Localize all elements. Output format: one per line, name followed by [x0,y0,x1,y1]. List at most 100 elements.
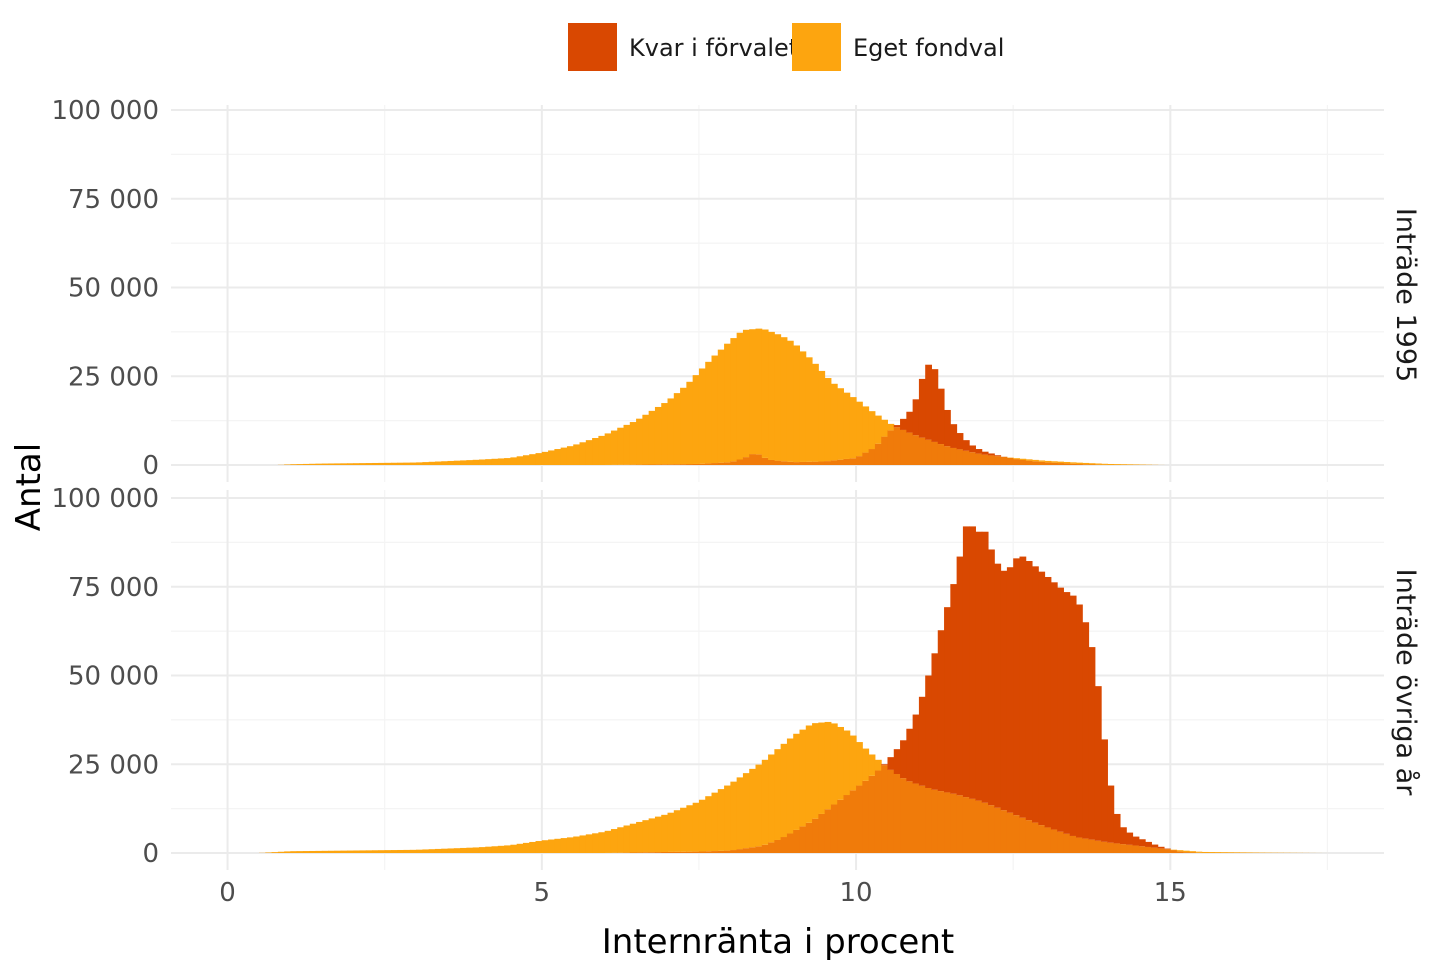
bar-eget-fondval [1057,461,1064,464]
bar-overlap [874,770,882,853]
bar-eget-fondval [705,361,713,464]
bar-kvar-i-forvalet [1038,571,1046,826]
bar-kvar-i-forvalet [969,445,976,453]
bar-overlap [918,785,926,853]
bar-eget-fondval [1182,850,1190,853]
bar-eget-fondval [372,462,379,465]
bar-eget-fondval [1176,850,1184,852]
bar-kvar-i-forvalet [975,449,983,454]
bar-eget-fondval [786,738,794,834]
bar-eget-fondval [290,851,298,853]
bar-overlap [918,437,926,465]
bar-kvar-i-forvalet [1094,686,1102,841]
bar-overlap [1088,464,1096,465]
bar-kvar-i-forvalet [988,453,995,456]
bar-overlap [824,461,832,465]
bar-eget-fondval [755,764,763,847]
bar-eget-fondval [749,329,757,455]
bar-eget-fondval [761,329,769,458]
bar-eget-fondval [598,435,606,465]
bar-eget-fondval [786,340,794,462]
bar-eget-fondval [805,357,813,462]
bar-eget-fondval [554,449,562,465]
bar-overlap [1107,842,1115,853]
bar-overlap [768,459,775,465]
bar-kvar-i-forvalet [1107,785,1115,843]
bar-overlap [849,458,857,465]
bar-overlap [711,851,719,853]
bar-eget-fondval [610,829,618,853]
bar-overlap [931,441,939,465]
bar-overlap [981,802,989,853]
bar-overlap [1132,845,1140,853]
bar-eget-fondval [434,461,442,465]
bar-overlap [868,449,876,465]
bar-eget-fondval [378,850,386,853]
bar-overlap [812,461,819,465]
bar-eget-fondval [460,460,467,465]
bar-kvar-i-forvalet [944,607,951,793]
bar-kvar-i-forvalet [969,526,976,799]
bar-eget-fondval [1132,464,1140,465]
bar-overlap [824,809,832,853]
bar-overlap [994,807,1002,853]
bar-eget-fondval [686,805,694,852]
bar-eget-fondval [824,721,832,810]
bar-eget-fondval [1013,458,1020,460]
bar-overlap [1138,846,1146,853]
bar-kvar-i-forvalet [1138,839,1146,847]
bar-eget-fondval [277,851,285,853]
bar-eget-fondval [497,845,505,853]
bar-eget-fondval [617,827,625,853]
bar-overlap [692,463,700,465]
bar-eget-fondval [711,792,719,852]
bar-overlap [893,427,901,465]
bar-eget-fondval [560,447,568,465]
bar-overlap [654,852,662,853]
bar-eget-fondval [271,852,279,853]
bar-eget-fondval [1239,852,1247,853]
bar-eget-fondval [1226,852,1234,853]
bar-overlap [1113,843,1121,853]
bar-eget-fondval [642,820,650,853]
bar-overlap [988,805,995,853]
bar-overlap [912,783,920,853]
bar-eget-fondval [868,411,876,450]
bar-eget-fondval [636,821,643,853]
bar-eget-fondval [692,802,700,852]
bar-eget-fondval [378,462,386,465]
bar-eget-fondval [1032,459,1039,462]
bar-eget-fondval [390,462,398,465]
bar-overlap [673,851,681,853]
bar-overlap [856,456,863,465]
bar-kvar-i-forvalet [950,424,958,448]
bar-overlap [874,443,882,465]
bar-eget-fondval [667,398,675,465]
bar-eget-fondval [1063,461,1071,464]
bar-kvar-i-forvalet [925,364,932,440]
bar-overlap [956,449,964,465]
bar-overlap [636,852,643,853]
bar-eget-fondval [340,850,348,853]
bar-eget-fondval [409,849,417,853]
bar-kvar-i-forvalet [1120,827,1127,845]
bar-overlap [1025,460,1033,465]
bar-eget-fondval [529,454,537,465]
bar-eget-fondval [617,427,625,465]
bar-overlap [1170,850,1178,853]
bar-eget-fondval [560,838,568,853]
bar-eget-fondval [491,846,499,853]
bar-kvar-i-forvalet [1063,592,1071,834]
bar-overlap [818,461,826,465]
bar-eget-fondval [453,848,461,853]
bar-overlap [742,848,750,853]
bar-overlap [981,454,989,465]
bar-eget-fondval [1195,851,1203,853]
bar-overlap [1013,459,1020,465]
bar-eget-fondval [862,748,870,781]
bar-kvar-i-forvalet [1164,848,1171,850]
panel-strip-label-ovriga: Inträde övriga år [1390,569,1421,797]
bar-eget-fondval [818,722,826,814]
bar-overlap [793,462,800,465]
